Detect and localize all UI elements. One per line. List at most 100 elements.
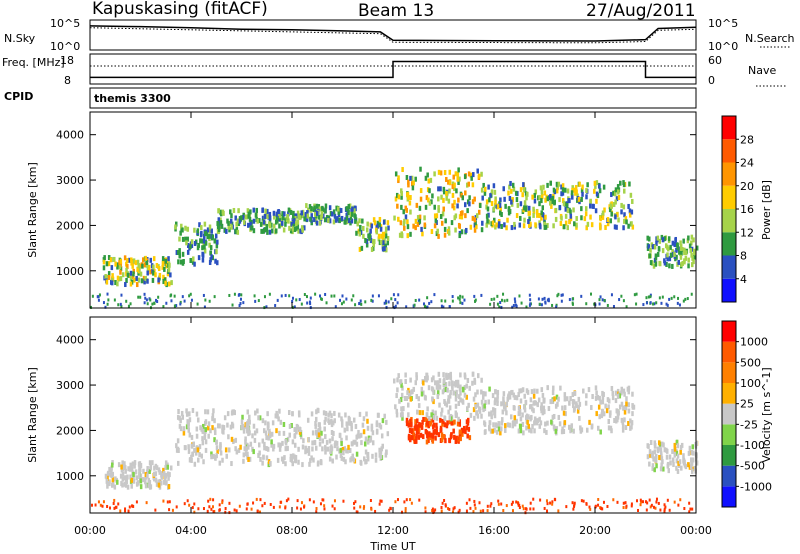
clutter-cell bbox=[119, 509, 122, 513]
echo-cell bbox=[454, 171, 458, 177]
echo-cell bbox=[456, 383, 460, 389]
echo-cell bbox=[661, 248, 665, 254]
clutter-cell bbox=[568, 298, 571, 302]
echo-cell bbox=[657, 446, 660, 452]
x-tick-label: 08:00 bbox=[276, 524, 308, 537]
echo-cell bbox=[177, 460, 180, 466]
echo-cell bbox=[606, 217, 610, 223]
echo-cell bbox=[542, 397, 546, 403]
echo-cell bbox=[178, 423, 182, 429]
clutter-cell bbox=[498, 305, 501, 309]
echo-cell bbox=[253, 430, 257, 436]
echo-cell bbox=[623, 409, 627, 415]
echo-cell bbox=[162, 274, 165, 280]
echo-cell bbox=[601, 210, 605, 216]
echo-cell bbox=[371, 453, 374, 459]
clutter-cell bbox=[532, 507, 535, 511]
clutter-cell bbox=[551, 500, 554, 504]
echo-cell bbox=[318, 206, 322, 212]
echo-cell bbox=[228, 447, 231, 453]
echo-cell bbox=[400, 188, 403, 194]
echo-cell bbox=[219, 446, 222, 452]
echo-cell bbox=[314, 421, 317, 427]
echo-cell bbox=[190, 443, 194, 449]
date-title: 27/Aug/2011 bbox=[586, 1, 696, 21]
clutter-cell bbox=[112, 501, 115, 505]
echo-cell bbox=[450, 380, 454, 386]
y-tick-label: 4000 bbox=[56, 129, 84, 142]
y-tick-label: 1000 bbox=[56, 265, 84, 278]
echo-cell bbox=[291, 226, 295, 232]
echo-cell bbox=[475, 224, 478, 230]
echo-cell bbox=[442, 189, 446, 195]
echo-cell bbox=[292, 221, 296, 227]
echo-cell bbox=[400, 231, 404, 237]
clutter-cell bbox=[410, 501, 413, 505]
clutter-cell bbox=[238, 304, 241, 308]
echo-cell bbox=[442, 378, 446, 384]
x-tick-label: 20:00 bbox=[579, 524, 611, 537]
echo-cell bbox=[189, 244, 192, 250]
echo-cell bbox=[457, 197, 460, 203]
echo-cell bbox=[598, 395, 601, 401]
clutter-cell bbox=[557, 509, 560, 513]
clutter-cell bbox=[644, 500, 647, 504]
echo-cell bbox=[551, 195, 555, 201]
clutter-cell bbox=[424, 506, 427, 510]
clutter-cell bbox=[139, 295, 142, 299]
echo-cell bbox=[439, 427, 443, 433]
echo-cell bbox=[359, 432, 363, 438]
echo-cell bbox=[278, 223, 281, 229]
echo-cell bbox=[203, 248, 207, 254]
echo-cell bbox=[114, 476, 117, 482]
echo-cell bbox=[453, 434, 456, 440]
echo-cell bbox=[330, 446, 334, 452]
echo-cell bbox=[306, 210, 309, 216]
echo-cell bbox=[352, 457, 355, 463]
clutter-cell bbox=[635, 302, 638, 306]
echo-cell bbox=[321, 205, 324, 211]
clutter-cell bbox=[145, 298, 148, 302]
freq-left-label: Freq. [MHz] bbox=[2, 56, 65, 69]
echo-cell bbox=[121, 272, 125, 278]
echo-cell bbox=[235, 449, 239, 455]
echo-cell bbox=[453, 215, 456, 221]
echo-cell bbox=[570, 190, 574, 196]
echo-cell bbox=[343, 427, 347, 433]
echo-cell bbox=[439, 170, 443, 176]
echo-cell bbox=[290, 221, 294, 227]
echo-cell bbox=[443, 226, 447, 232]
clutter-cell bbox=[541, 297, 544, 301]
echo-cell bbox=[416, 409, 419, 415]
echo-cell bbox=[494, 422, 498, 428]
clutter-cell bbox=[431, 507, 434, 511]
echo-cell bbox=[614, 187, 618, 193]
echo-cell bbox=[143, 262, 147, 268]
clutter-cell bbox=[314, 292, 317, 296]
echo-cell bbox=[116, 262, 119, 268]
clutter-cell bbox=[497, 502, 500, 506]
echo-cell bbox=[552, 413, 556, 419]
echo-cell bbox=[240, 215, 243, 221]
clutter-cell bbox=[598, 302, 601, 306]
clutter-cell bbox=[240, 293, 243, 297]
clutter-cell bbox=[149, 298, 152, 302]
clutter-cell bbox=[624, 501, 627, 505]
echo-cell bbox=[284, 438, 287, 444]
echo-cell bbox=[174, 224, 177, 230]
echo-cell bbox=[543, 428, 546, 434]
echo-cell bbox=[203, 221, 207, 227]
echo-cell bbox=[572, 403, 575, 409]
echo-cell bbox=[531, 194, 534, 200]
echo-cell bbox=[534, 222, 537, 228]
clutter-cell bbox=[691, 507, 694, 511]
echo-cell bbox=[466, 420, 470, 426]
echo-cell bbox=[421, 434, 425, 440]
clutter-cell bbox=[647, 295, 650, 299]
echo-cell bbox=[665, 261, 668, 267]
echo-cell bbox=[146, 278, 149, 284]
clutter-cell bbox=[288, 294, 291, 298]
echo-cell bbox=[445, 402, 449, 408]
echo-cell bbox=[629, 192, 633, 198]
echo-cell bbox=[540, 387, 544, 393]
